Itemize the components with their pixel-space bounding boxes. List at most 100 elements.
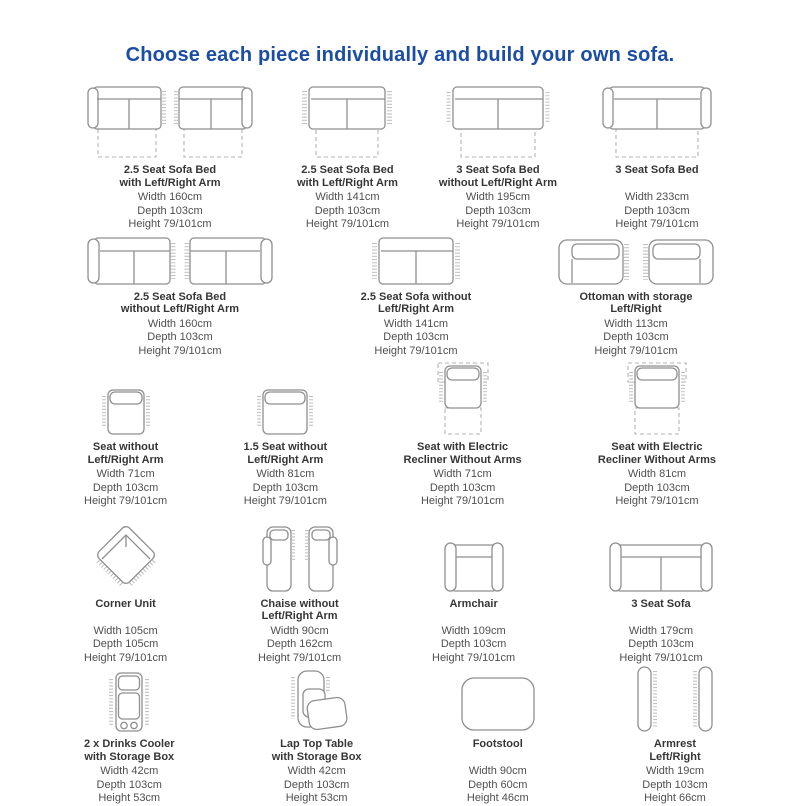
product-depth: Depth 103cm xyxy=(92,481,159,494)
product-height: Height 79/101cm xyxy=(138,344,222,357)
product-height: Height 79/101cm xyxy=(128,218,212,230)
drinks-cooler-diagram xyxy=(103,669,155,733)
product-depth: Depth 103cm xyxy=(429,481,496,494)
product-width: Width 81cm xyxy=(627,468,686,480)
sofa-left-right-diagrams xyxy=(84,236,276,286)
item-sofa-bed-with-arm-160: 2.5 Seat Sofa Bed with Left/Right Arm Wi… xyxy=(84,85,256,232)
row-1: 2.5 Seat Sofa Bed with Left/Right Arm Wi… xyxy=(84,85,716,232)
product-height: Height 79/101cm xyxy=(374,344,458,357)
product-title-line2: Left/Right Arm xyxy=(87,453,164,466)
item-laptop-table: Lap Top Table with Storage Box Width 42c… xyxy=(272,669,362,806)
product-depth: Depth 103cm xyxy=(624,481,690,494)
product-height: Height 79/101cm xyxy=(84,495,168,507)
ottoman-left-right-diagrams xyxy=(556,236,716,286)
product-title-line1: 3 Seat Sofa Bed xyxy=(615,164,699,176)
product-title-line2: without Left/Right Arm xyxy=(438,176,558,189)
sofa-bed-diagram xyxy=(598,85,716,159)
electric-recliner-seat-icon xyxy=(627,362,687,435)
product-width: Width 42cm xyxy=(287,765,346,777)
product-depth: Depth 103cm xyxy=(465,204,531,217)
chaise-right-arm-icon xyxy=(304,525,338,592)
sofa-bed-both-arms-icon xyxy=(602,86,712,158)
corner-unit-diagram xyxy=(88,513,164,593)
sofa-bed-diagram xyxy=(445,85,551,159)
product-title-line1: Corner Unit xyxy=(95,597,156,610)
product-title-line1: 2.5 Seat Sofa Bed xyxy=(301,164,394,176)
product-title-line2: with Left/Right Arm xyxy=(296,176,398,189)
sofa-bed-right-arm-icon xyxy=(174,86,253,158)
product-title-line1: 3 Seat Sofa Bed xyxy=(456,164,540,176)
armchair-icon xyxy=(443,541,504,592)
item-armchair: Armchair Width 109cm Depth 103cm Height … xyxy=(432,513,515,666)
product-depth: Depth 103cm xyxy=(642,778,708,791)
item-sofa-bed-without-arm-160: 2.5 Seat Sofa Bed without Left/Right Arm… xyxy=(84,236,276,359)
product-height: Height 79/101cm xyxy=(243,495,327,507)
product-width: Width 71cm xyxy=(96,468,155,480)
product-title-line1: Seat without xyxy=(92,441,159,453)
product-width: Width 90cm xyxy=(468,765,527,777)
item-3-seat-sofa-bed-without-arm: 3 Seat Sofa Bed without Left/Right Arm W… xyxy=(439,85,557,232)
product-title-line2: Left/Right xyxy=(610,303,662,315)
product-depth: Depth 103cm xyxy=(283,778,350,791)
item-3-seat-sofa-bed: 3 Seat Sofa Bed Width 233cm Depth 103cm … xyxy=(598,85,716,232)
product-title-line2: with Left/Right Arm xyxy=(119,176,221,189)
product-title-line2: Left/Right Arm xyxy=(247,453,324,466)
row-2: 2.5 Seat Sofa Bed without Left/Right Arm… xyxy=(84,236,716,359)
product-height: Height 79/101cm xyxy=(456,218,540,230)
sofa-bed-diagram xyxy=(300,85,394,159)
product-height: Height 79/101cm xyxy=(432,651,516,664)
ottoman-left-icon xyxy=(558,238,629,285)
product-height: Height 79/101cm xyxy=(619,651,703,664)
sofa-bed-no-arms-icon xyxy=(446,86,550,158)
product-title-line1: Footstool xyxy=(472,738,523,750)
product-width: Width 113cm xyxy=(604,317,668,330)
item-armrest: Armrest Left/Right Width 19cm Depth 103c… xyxy=(634,666,716,806)
three-seat-sofa-diagram xyxy=(606,513,716,593)
product-width: Width 105cm xyxy=(93,624,158,637)
product-width: Width 81cm xyxy=(256,468,315,480)
product-width: Width 141cm xyxy=(383,317,449,330)
row-5: 2 x Drinks Cooler with Storage Box Width… xyxy=(84,666,716,806)
product-height: Height 79/101cm xyxy=(305,218,390,230)
chaise-left-right-diagrams xyxy=(260,513,340,593)
product-depth: Depth 103cm xyxy=(147,331,213,343)
product-title-line1: 2.5 Seat Sofa without xyxy=(360,290,472,303)
product-title-line2: without Left/Right Arm xyxy=(120,303,240,315)
product-depth: Depth 103cm xyxy=(314,204,381,217)
armchair-diagram xyxy=(441,513,507,593)
product-title-line1: Seat with Electric xyxy=(417,441,509,453)
item-corner-unit: Corner Unit Width 105cm Depth 105cm Heig… xyxy=(84,513,167,666)
product-height: Height 79/101cm xyxy=(615,218,699,230)
product-title-line1: 3 Seat Sofa xyxy=(631,597,691,610)
chaise-left-arm-icon xyxy=(261,525,295,592)
laptop-table-diagram xyxy=(284,669,350,733)
product-grid: 2.5 Seat Sofa Bed with Left/Right Arm Wi… xyxy=(84,85,716,806)
seat-icon xyxy=(101,389,150,435)
product-depth: Depth 103cm xyxy=(96,778,162,791)
product-title-line2: with Storage Box xyxy=(84,750,175,763)
item-recliner-seat-71: Seat with Electric Recliner Without Arms… xyxy=(404,362,522,509)
product-depth: Depth 103cm xyxy=(624,204,690,217)
product-title-line1: Chaise without xyxy=(260,597,339,610)
product-title-line1: 1.5 Seat without xyxy=(243,441,328,453)
armrest-left-right-diagrams xyxy=(634,666,716,733)
product-depth: Depth 60cm xyxy=(468,778,528,791)
item-sofa-bed-with-arm-141: 2.5 Seat Sofa Bed with Left/Right Arm Wi… xyxy=(297,85,398,232)
seat-diagram xyxy=(255,362,315,436)
footstool-diagram xyxy=(459,669,537,733)
product-height: Height 66cm xyxy=(644,792,706,804)
product-title-line1: 2.5 Seat Sofa Bed xyxy=(133,290,227,303)
item-ottoman-with-storage: Ottoman with storage Left/Right Width 11… xyxy=(556,236,716,359)
drinks-cooler-icon xyxy=(109,672,150,732)
row-3: Seat without Left/Right Arm Width 71cm D… xyxy=(84,362,716,509)
row-4: Corner Unit Width 105cm Depth 105cm Heig… xyxy=(84,513,716,666)
product-title-line1: Seat with Electric xyxy=(611,441,703,453)
armrest-left-icon xyxy=(637,666,657,732)
product-height: Height 79/101cm xyxy=(84,651,168,664)
product-width: Width 195cm xyxy=(465,191,531,203)
seat-icon xyxy=(257,389,314,435)
armrest-right-icon xyxy=(692,666,713,732)
product-title-line2: Left/Right Arm xyxy=(378,303,454,315)
seat-diagram xyxy=(100,362,152,436)
page-title: Choose each piece individually and build… xyxy=(125,44,675,66)
